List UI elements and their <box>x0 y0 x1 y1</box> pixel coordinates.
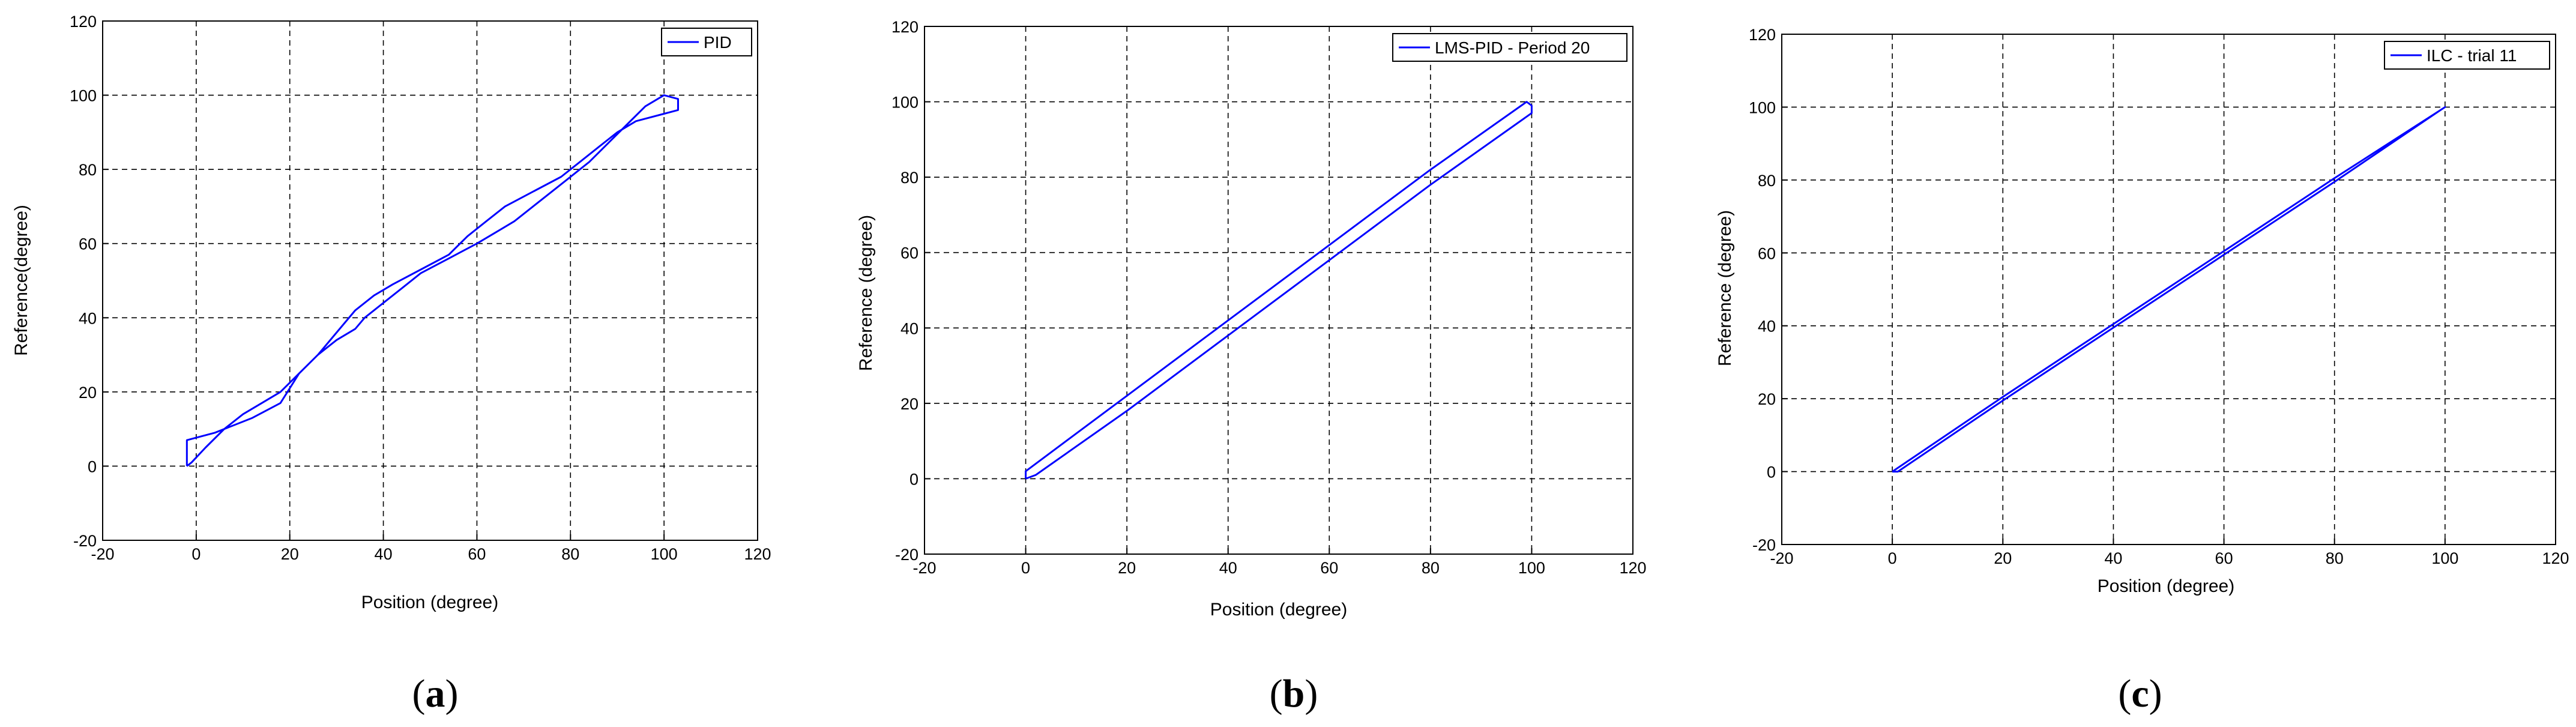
y-tick-label: 60 <box>900 244 918 262</box>
legend-label-b: LMS-PID - Period 20 <box>1435 38 1590 57</box>
x-axis-label-c: Position (degree) <box>2098 576 2234 596</box>
y-tick-labels-b: -20 0 20 40 60 80 100 120 <box>891 18 918 564</box>
y-tick-label: 80 <box>900 169 918 187</box>
chart-panel-a: -20 0 20 40 60 80 100 120 -20 0 20 40 60 80 100 120 PI… <box>11 13 771 716</box>
x-tick-label: 120 <box>2542 549 2569 567</box>
x-tick-labels-a: -20 0 20 40 60 80 100 120 <box>91 545 771 563</box>
x-tick-label: -20 <box>91 545 114 563</box>
x-tick-labels-b: -20 0 20 40 60 80 100 120 <box>912 559 1646 577</box>
x-tick-label: 80 <box>1422 559 1440 577</box>
x-tick-label: 80 <box>561 545 579 563</box>
legend-box-b <box>1392 33 1627 62</box>
y-tick-label: 80 <box>1758 172 1776 190</box>
legend-c: ILC - trial 11 <box>2384 41 2550 70</box>
x-tick-label: 60 <box>468 545 486 563</box>
series-line-b <box>1025 101 1533 480</box>
series-group-c <box>1892 106 2446 473</box>
grid-lines-a <box>102 20 758 541</box>
y-tick-labels-a: -20 0 20 40 60 80 100 120 <box>70 13 97 550</box>
series-group-a <box>186 94 679 467</box>
y-tick-labels-c: -20 0 20 40 60 80 100 120 <box>1749 26 1776 554</box>
x-tick-label: 0 <box>1021 559 1030 577</box>
y-tick-label: 40 <box>79 309 97 327</box>
x-tick-label: 40 <box>2104 549 2122 567</box>
plot-frame-c <box>1781 34 2556 545</box>
x-tick-label: 100 <box>2431 549 2458 567</box>
x-tick-label: 120 <box>1619 559 1646 577</box>
x-tick-label: 20 <box>1118 559 1136 577</box>
y-tick-label: 100 <box>70 87 97 105</box>
panel-caption-c: (c) <box>2118 672 2162 716</box>
y-tick-label: -20 <box>895 546 918 564</box>
y-tick-label: 20 <box>1758 390 1776 408</box>
x-tick-label: -20 <box>1770 549 1793 567</box>
grid-lines-c <box>1781 34 2556 545</box>
y-tick-label: 20 <box>900 395 918 413</box>
y-tick-label: 0 <box>1767 463 1776 481</box>
series-group-b <box>1025 101 1533 480</box>
y-axis-label-b: Reference (degree) <box>856 215 876 371</box>
y-tick-label: 0 <box>88 457 97 475</box>
y-tick-label: 40 <box>1758 318 1776 336</box>
series-line-c <box>1892 106 2446 473</box>
y-tick-label: 120 <box>70 13 97 31</box>
x-tick-label: 60 <box>1320 559 1338 577</box>
plot-frame-b <box>924 26 1633 555</box>
x-axis-label-a: Position (degree) <box>361 593 498 612</box>
legend-b: LMS-PID - Period 20 <box>1392 33 1627 62</box>
legend-label-c: ILC - trial 11 <box>2427 46 2517 65</box>
plot-area-b <box>925 26 1633 554</box>
x-axis-label-b: Position (degree) <box>1210 600 1347 620</box>
y-tick-label: -20 <box>73 532 97 550</box>
y-tick-label: 100 <box>891 94 918 112</box>
y-tick-label: 40 <box>900 319 918 337</box>
series-line-a <box>186 94 679 467</box>
x-tick-label: 80 <box>2326 549 2344 567</box>
x-tick-label: 20 <box>1994 549 2012 567</box>
x-tick-label: 40 <box>375 545 393 563</box>
x-tick-label: -20 <box>912 559 936 577</box>
x-tick-label: 20 <box>281 545 299 563</box>
y-axis-label-c: Reference (degree) <box>1715 210 1735 366</box>
x-tick-label: 100 <box>651 545 678 563</box>
panel-caption-a: (a) <box>412 672 459 716</box>
plot-area-a <box>103 21 758 540</box>
y-tick-label: 60 <box>79 235 97 253</box>
y-tick-label: 100 <box>1749 98 1776 116</box>
legend-a: PID <box>661 28 752 56</box>
legend-label-a: PID <box>704 33 732 52</box>
y-tick-label: 0 <box>909 470 918 488</box>
y-tick-label: 120 <box>1749 26 1776 44</box>
y-tick-label: 120 <box>891 18 918 36</box>
x-tick-label: 0 <box>192 545 201 563</box>
y-tick-label: 60 <box>1758 244 1776 262</box>
x-tick-label: 60 <box>2215 549 2233 567</box>
x-tick-labels-c: -20 0 20 40 60 80 100 120 <box>1770 549 2569 567</box>
grid-lines-b <box>924 26 1633 555</box>
y-tick-label: -20 <box>1752 536 1776 554</box>
x-tick-label: 120 <box>744 545 771 563</box>
y-tick-label: 80 <box>79 161 97 179</box>
x-tick-label: 40 <box>1219 559 1237 577</box>
y-axis-label-a: Reference(degree) <box>11 205 31 356</box>
y-tick-label: 20 <box>79 384 97 402</box>
panel-caption-b: (b) <box>1270 672 1318 716</box>
x-tick-label: 100 <box>1518 559 1545 577</box>
chart-panel-b: -20 0 20 40 60 80 100 120 -20 0 20 40 60 80 100 120 LM… <box>856 18 1647 716</box>
x-tick-label: 0 <box>1888 549 1897 567</box>
plot-frame-a <box>102 20 758 541</box>
chart-panel-c: -20 0 20 40 60 80 100 120 -20 0 20 40 60 80 100 120 IL… <box>1715 26 2569 716</box>
